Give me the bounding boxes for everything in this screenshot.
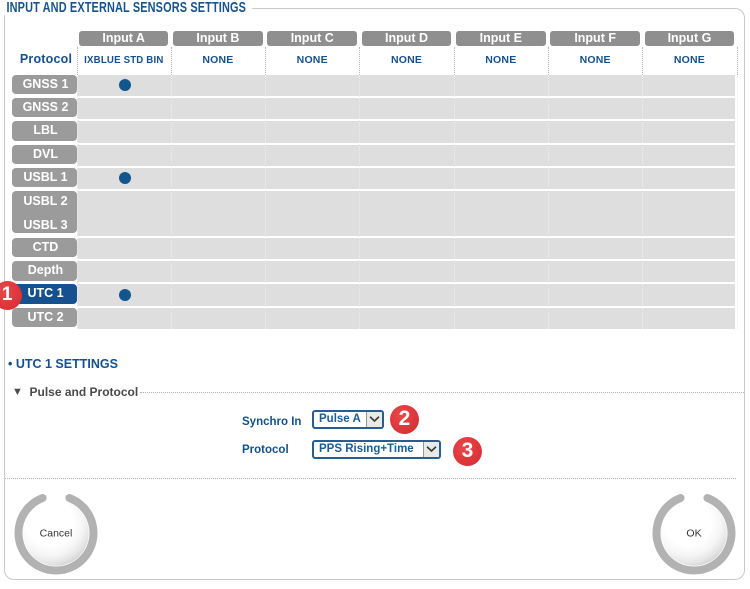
svg-text:OK: OK xyxy=(686,528,701,540)
svg-text:Cancel: Cancel xyxy=(40,528,73,540)
